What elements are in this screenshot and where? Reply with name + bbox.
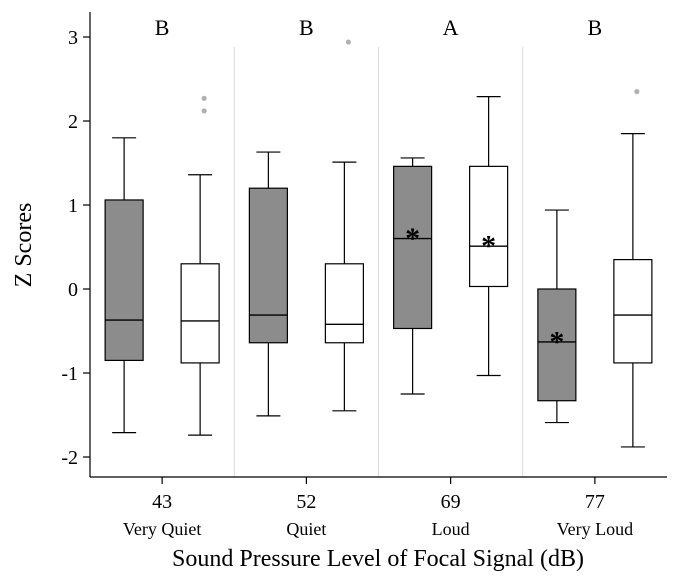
x-tick-label: 43: [152, 491, 172, 513]
group-separators: [233, 47, 524, 477]
significance-asterisk: *: [481, 230, 496, 263]
group-letter: B: [299, 15, 314, 40]
box-open: [180, 95, 220, 436]
group-letter: B: [588, 15, 603, 40]
box-filled: *: [393, 157, 433, 395]
outlier-point: [634, 89, 640, 95]
y-tick-label: 3: [68, 27, 78, 49]
x-category-label: Loud: [432, 519, 470, 539]
significance-asterisk: *: [405, 222, 420, 255]
group-letter: B: [155, 15, 170, 40]
y-tick-label: 1: [68, 195, 78, 217]
box-rect: [324, 263, 364, 344]
box-rect: [180, 263, 220, 364]
box-plots: B B A * * B *: [104, 15, 653, 448]
x-category-label: Quiet: [286, 519, 326, 539]
box-open: *: [469, 96, 509, 377]
box-filled: [248, 151, 288, 417]
outlier-point: [201, 95, 207, 101]
y-tick-label: 0: [68, 279, 78, 301]
x-tick-label: 77: [585, 491, 605, 513]
y-tick-label: 2: [68, 111, 78, 133]
axes: [89, 12, 667, 478]
y-ticks: -2 -1 0 1 2 3: [61, 27, 90, 469]
x-category-label: Very Quiet: [123, 519, 201, 539]
x-tick-label: 52: [296, 491, 316, 513]
box-rect: [613, 259, 653, 364]
x-ticks: 43 Very Quiet 52 Quiet 69 Loud 77 Very Loud: [123, 477, 633, 539]
outlier-point: [345, 39, 351, 45]
box-rect: [248, 187, 288, 344]
group-letter: A: [443, 15, 459, 40]
x-category-label: Very Loud: [557, 519, 633, 539]
box-rect: [104, 199, 144, 362]
x-axis-label: Sound Pressure Level of Focal Signal (dB…: [172, 546, 584, 572]
y-axis-label: Z Scores: [11, 203, 37, 288]
box-filled: *: [537, 209, 577, 424]
box-open: [324, 39, 364, 412]
box-rect: [393, 165, 433, 330]
y-tick-label: -1: [61, 363, 78, 385]
y-tick-label: -2: [61, 447, 78, 469]
box-filled: [104, 137, 144, 434]
x-tick-label: 69: [441, 491, 461, 513]
significance-asterisk: *: [549, 325, 564, 358]
box-rect: [537, 288, 577, 402]
outlier-point: [201, 108, 207, 114]
box-rect: [469, 165, 509, 288]
box-open: [613, 89, 653, 448]
